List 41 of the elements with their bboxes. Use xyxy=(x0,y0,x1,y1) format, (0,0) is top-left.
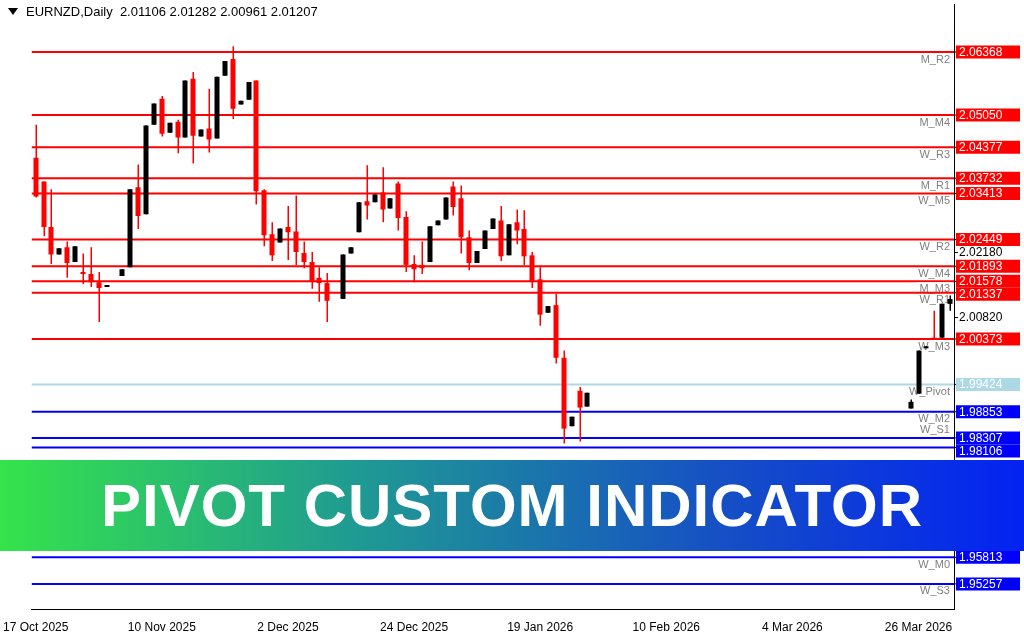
y-tick-label: 2.03732 xyxy=(959,170,1003,185)
y-tick-label: 1.98307 xyxy=(959,430,1003,445)
ref-line-label: M_M4 xyxy=(919,115,950,128)
y-tick-label: 2.00820 xyxy=(959,310,1003,325)
ref-line-label: W_S1 xyxy=(920,423,950,436)
y-tick-label: 2.00373 xyxy=(959,331,1003,346)
ref-line-label: W_M0 xyxy=(918,557,950,570)
x-tick-label: 19 Jan 2026 xyxy=(507,620,574,635)
y-tick-label: 2.03413 xyxy=(959,186,1003,201)
chart-title: EURNZD,Daily 2.01106 2.01282 2.00961 2.01207 xyxy=(26,4,318,19)
y-tick-label: 2.04377 xyxy=(959,140,1003,155)
y-tick-label: 2.02180 xyxy=(959,245,1003,260)
x-tick-label: 4 Mar 2026 xyxy=(762,620,824,635)
y-tick-label: 1.98853 xyxy=(959,404,1003,419)
ref-line-label: W_M4 xyxy=(918,266,950,279)
ref-line-label: W_M2 xyxy=(918,412,950,425)
ref-line-label: W_R3 xyxy=(919,147,950,160)
ref-line-label: W_M5 xyxy=(918,193,950,206)
ref-line-label: M_R2 xyxy=(920,52,950,65)
x-tick-label: 24 Dec 2025 xyxy=(380,620,449,635)
x-tick-label: 17 Oct 2025 xyxy=(3,620,69,635)
x-tick-label: 10 Feb 2026 xyxy=(632,620,701,635)
ref-line-label: W_M3 xyxy=(918,339,950,352)
y-tick-label: 2.02449 xyxy=(959,232,1003,247)
y-tick-label: 2.01578 xyxy=(959,274,1003,289)
ref-line-label: M_M3 xyxy=(919,281,950,294)
ref-line-label: W_R1 xyxy=(919,293,950,306)
y-tick-label: 2.05050 xyxy=(959,107,1003,122)
x-tick-label: 2 Dec 2025 xyxy=(257,620,319,635)
y-tick-label: 1.95813 xyxy=(959,550,1003,565)
ref-line-label: W_S3 xyxy=(920,584,950,597)
y-tick-label: 2.06368 xyxy=(959,44,1003,59)
y-tick-label: 2.01337 xyxy=(959,287,1003,302)
y-tick-label: 1.99424 xyxy=(959,377,1003,392)
ref-line-label: M_R1 xyxy=(920,178,950,191)
ref-line-label: W_R2 xyxy=(919,240,950,253)
y-tick-label: 1.95257 xyxy=(959,576,1003,591)
x-tick-label: 26 Mar 2026 xyxy=(884,620,953,635)
x-tick-label: 10 Nov 2025 xyxy=(127,620,197,635)
y-tick-label: 2.01893 xyxy=(959,259,1003,274)
y-tick-label: 1.98106 xyxy=(959,443,1003,458)
